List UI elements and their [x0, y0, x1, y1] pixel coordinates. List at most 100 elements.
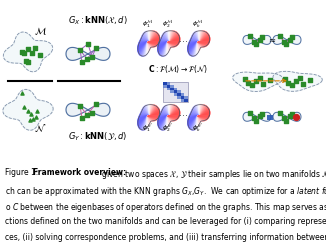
Polygon shape — [198, 116, 204, 121]
Point — [247, 34, 253, 38]
Polygon shape — [158, 42, 168, 47]
Polygon shape — [198, 116, 201, 122]
Polygon shape — [148, 33, 157, 42]
Polygon shape — [148, 42, 152, 47]
Point — [253, 42, 259, 46]
Polygon shape — [168, 31, 174, 42]
Polygon shape — [143, 34, 148, 42]
Polygon shape — [148, 105, 150, 116]
Polygon shape — [191, 42, 198, 55]
Polygon shape — [148, 42, 153, 47]
Polygon shape — [198, 112, 210, 116]
Polygon shape — [138, 42, 148, 52]
Polygon shape — [168, 40, 180, 42]
Polygon shape — [148, 105, 154, 116]
Polygon shape — [168, 115, 179, 116]
Polygon shape — [159, 116, 168, 128]
Polygon shape — [139, 42, 148, 54]
Polygon shape — [189, 116, 198, 128]
Point — [31, 117, 36, 121]
Polygon shape — [198, 31, 200, 42]
Polygon shape — [168, 31, 173, 42]
Polygon shape — [148, 105, 150, 116]
Polygon shape — [148, 42, 159, 43]
Polygon shape — [161, 113, 168, 116]
Polygon shape — [168, 31, 172, 42]
Polygon shape — [168, 31, 172, 42]
Polygon shape — [143, 108, 148, 116]
Polygon shape — [139, 116, 148, 117]
Polygon shape — [148, 116, 150, 122]
Polygon shape — [194, 33, 198, 42]
Polygon shape — [188, 116, 198, 121]
Polygon shape — [158, 116, 168, 118]
Polygon shape — [148, 106, 156, 116]
Polygon shape — [148, 116, 150, 124]
Point — [21, 105, 26, 109]
Polygon shape — [142, 111, 148, 116]
Polygon shape — [163, 35, 168, 42]
Polygon shape — [148, 37, 159, 42]
Polygon shape — [198, 116, 208, 118]
Polygon shape — [142, 36, 148, 42]
Point — [33, 46, 38, 50]
Polygon shape — [159, 116, 168, 128]
Polygon shape — [198, 116, 202, 121]
Polygon shape — [198, 116, 199, 125]
Polygon shape — [148, 42, 149, 52]
Polygon shape — [168, 42, 170, 49]
Polygon shape — [168, 116, 170, 123]
Polygon shape — [194, 107, 198, 116]
Polygon shape — [139, 42, 148, 44]
Polygon shape — [196, 106, 198, 116]
Polygon shape — [197, 31, 198, 42]
Polygon shape — [148, 42, 157, 45]
Polygon shape — [139, 116, 148, 118]
Polygon shape — [164, 107, 168, 116]
Polygon shape — [233, 72, 283, 91]
Polygon shape — [188, 42, 198, 49]
Polygon shape — [168, 116, 179, 117]
Polygon shape — [66, 103, 110, 116]
Polygon shape — [190, 114, 198, 116]
Polygon shape — [148, 32, 156, 42]
Polygon shape — [188, 116, 198, 124]
Polygon shape — [148, 116, 156, 120]
Polygon shape — [193, 35, 198, 42]
Polygon shape — [167, 116, 168, 128]
Polygon shape — [141, 40, 148, 42]
Polygon shape — [195, 32, 198, 42]
Polygon shape — [148, 106, 156, 116]
Polygon shape — [148, 105, 151, 116]
Polygon shape — [147, 105, 148, 116]
Polygon shape — [198, 31, 200, 42]
Polygon shape — [198, 105, 204, 116]
Polygon shape — [168, 31, 171, 42]
Polygon shape — [168, 42, 171, 48]
Polygon shape — [189, 42, 198, 43]
Polygon shape — [198, 116, 207, 120]
Polygon shape — [189, 116, 198, 128]
Polygon shape — [162, 37, 168, 42]
Polygon shape — [144, 107, 148, 116]
Polygon shape — [148, 116, 152, 121]
Polygon shape — [148, 116, 155, 120]
Polygon shape — [168, 42, 170, 48]
Polygon shape — [148, 105, 154, 116]
Polygon shape — [189, 42, 198, 54]
Text: $\approx$: $\approx$ — [267, 36, 277, 44]
Polygon shape — [145, 106, 148, 116]
Polygon shape — [167, 105, 168, 116]
Polygon shape — [168, 116, 175, 120]
Polygon shape — [148, 116, 158, 118]
Polygon shape — [198, 105, 201, 116]
Polygon shape — [190, 42, 198, 55]
Polygon shape — [148, 40, 159, 42]
Polygon shape — [163, 42, 168, 56]
Polygon shape — [189, 116, 198, 117]
Polygon shape — [138, 42, 148, 47]
Polygon shape — [198, 105, 199, 116]
Polygon shape — [198, 35, 209, 42]
Polygon shape — [158, 42, 168, 51]
Polygon shape — [189, 116, 198, 128]
